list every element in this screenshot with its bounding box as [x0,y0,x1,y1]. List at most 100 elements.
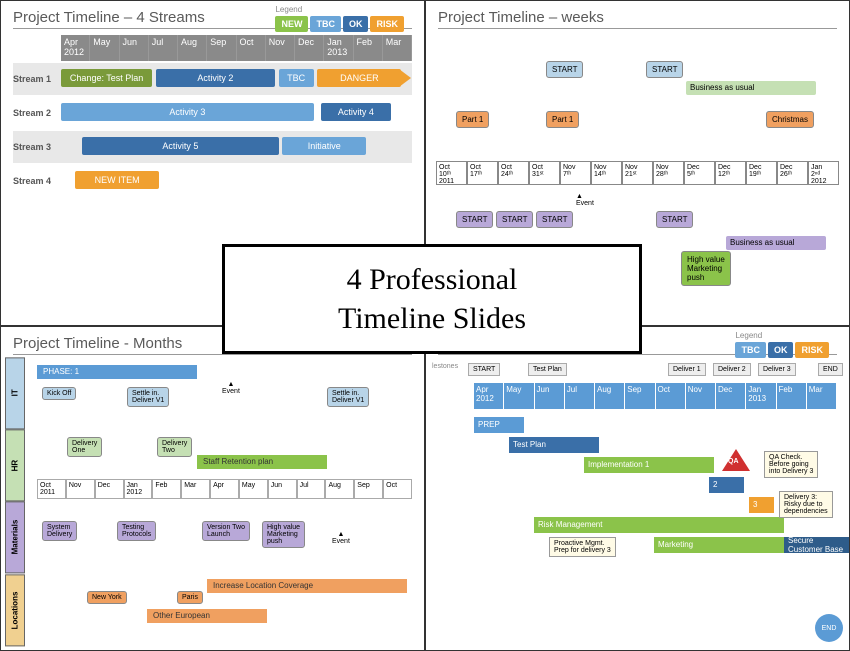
month-cell: Jul [565,383,595,409]
milestones-label: lestones [432,363,458,370]
callout: START [656,211,693,228]
month-cell: Jul [149,35,178,61]
gantt-bar: Risk Management [534,517,784,533]
timeline-bar: Activity 3 [61,103,314,121]
event-marker: ▲Event [576,193,594,207]
panel1-months-header: Apr2012MayJunJulAugSepOctNovDecJan2013Fe… [61,35,412,61]
panel-months: Project Timeline - Months ITHRMaterialsL… [0,326,425,651]
milestone: Deliver 3 [758,363,796,376]
month-cell: Dec [295,35,324,61]
month-cell: Jan2013 [746,383,776,409]
month-cell: Feb [152,479,181,499]
milestone: Deliver 2 [713,363,751,376]
milestone: Deliver 1 [668,363,706,376]
week-cell: Dec5ᵗʰ [684,161,715,185]
panel1-legend: Legend NEWTBCOKRISK [275,5,404,32]
panel4-legend: Legend TBCOKRISK [735,331,829,358]
timeline-bar: Activity 2 [156,69,275,87]
timeline-item: TestingProtocols [117,521,156,541]
timeline-item: SystemDelivery [42,521,77,541]
annotation-flag: QA Check.Before goinginto Delivery 3 [764,451,818,478]
week-cell: Oct24ᵗʰ [498,161,529,185]
gantt-bar: 3 [749,497,774,513]
month-cell: Nov [66,479,95,499]
timeline-bar: Change: Test Plan [61,69,152,87]
milestone: Test Plan [528,363,567,376]
week-cell: Nov7ᵗʰ [560,161,591,185]
legend-item: OK [768,342,794,358]
gantt-bar: Marketing [654,537,784,553]
month-cell: Jul [297,479,326,499]
gantt-bar: Secure Customer Base [784,537,850,553]
annotation-flag: Delivery 3:Risky due todependencies [779,491,833,518]
sidebar-category: Locations [5,574,25,646]
month-cell: Dec [95,479,124,499]
annotation-flag: Proactive Mgmt.Prep for delivery 3 [549,537,616,557]
week-cell: Nov28ᵗʰ [653,161,684,185]
timeline-bar: NEW ITEM [75,171,159,189]
month-cell: Jun [535,383,565,409]
timeline-bar: TBC [279,69,314,87]
month-cell: Sep [207,35,236,61]
week-cell: Dec26ᵗʰ [777,161,808,185]
month-cell: Nov [686,383,716,409]
panel-gantt: Project Timeline - Gantt Legend TBCOKRIS… [425,326,850,651]
timeline-bar: Business as usual [726,236,826,250]
event-marker: ▲Event [332,531,350,545]
month-cell: Oct [656,383,686,409]
gantt-bar: 2 [709,477,744,493]
month-cell: Oct [383,479,412,499]
callout: START [646,61,683,78]
qa-triangle: QA [722,449,750,471]
month-cell: Aug [325,479,354,499]
month-cell: Nov [266,35,295,61]
timeline-item: High valueMarketingpush [262,521,305,548]
callout: START [456,211,493,228]
month-cell: Sep [625,383,655,409]
callout: High value Marketing push [681,251,731,286]
timeline-item: New York [87,591,127,604]
week-cell: Dec12ᵗʰ [715,161,746,185]
week-cell: Jan2ⁿᵈ 2012 [808,161,839,185]
panel4-milestones-row: lestonesSTARTTest PlanDeliver 1Deliver 2… [468,363,839,379]
stream-label: Stream 2 [13,108,61,118]
month-cell: May [239,479,268,499]
week-cell: Oct17ᵗʰ [467,161,498,185]
month-cell: May [504,383,534,409]
month-cell: Mar [383,35,412,61]
callout: Part 1 [546,111,579,128]
timeline-bar: Staff Retention plan [197,455,327,469]
panel2-title: Project Timeline – weeks [438,9,837,29]
legend-item: OK [343,16,369,32]
sidebar-category: IT [5,357,25,429]
timeline-item: DeliveryTwo [157,437,192,457]
timeline-bar: Activity 4 [321,103,391,121]
stream-row: Stream 3Activity 5Initiative [13,131,412,163]
month-cell: Jun [268,479,297,499]
month-cell: Feb [777,383,807,409]
timeline-bar: Other European [147,609,267,623]
timeline-bar: Initiative [282,137,366,155]
week-cell: Oct31ˢᵗ [529,161,560,185]
week-cell: Nov21ˢᵗ [622,161,653,185]
gantt-bar: Implementation 1 [584,457,714,473]
gantt-bar: PREP [474,417,524,433]
callout: START [546,61,583,78]
stream-label: Stream 3 [13,142,61,152]
week-cell: Nov14ᵗʰ [591,161,622,185]
phase-banner: PHASE: 1 [37,365,197,379]
timeline-item: Settle in.Deliver V1 [327,387,369,407]
month-cell: Apr2012 [474,383,504,409]
legend-item: RISK [795,342,829,358]
end-circle: END [815,614,843,642]
center-title-box: 4 ProfessionalTimeline Slides [222,244,642,354]
month-cell: Oct [237,35,266,61]
month-cell: May [90,35,119,61]
panel4-months-header: Apr2012MayJunJulAugSepOctNovDecJan2013Fe… [474,383,837,409]
month-cell: Aug [178,35,207,61]
month-cell: Jan2013 [324,35,353,61]
panel2-week-timeline: Oct10ᵗʰ 2011Oct17ᵗʰOct24ᵗʰOct31ˢᵗNov7ᵗʰN… [436,161,839,185]
month-cell: Oct2011 [37,479,66,499]
month-cell: Jan2012 [124,479,153,499]
stream-label: Stream 1 [13,74,61,84]
